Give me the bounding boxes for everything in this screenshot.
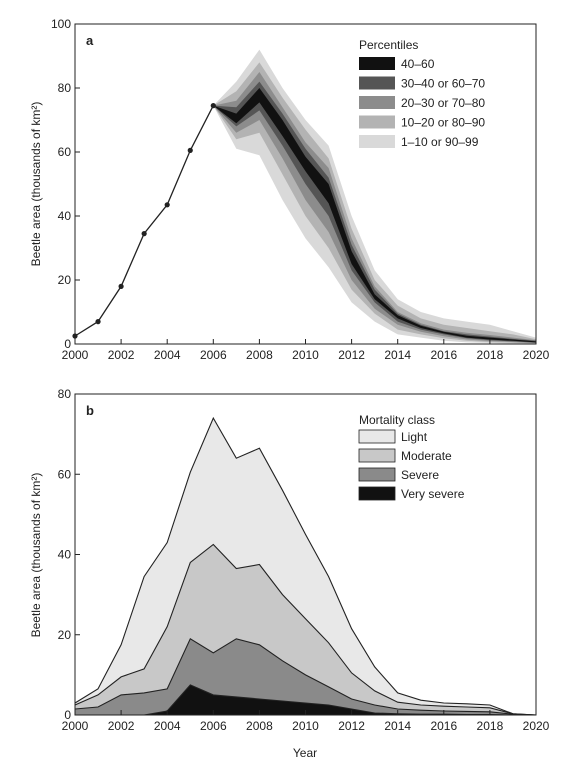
mortality-legend-label: Moderate bbox=[401, 449, 452, 463]
observed-point bbox=[210, 103, 216, 109]
panel-b-y-tick-label: 60 bbox=[58, 467, 72, 481]
observed-point bbox=[95, 319, 101, 325]
percentile-legend-swatch bbox=[359, 135, 395, 148]
panel-b: b 0 20 40 60 80 2000 2002 2004 2006 2008 2010 2012… bbox=[29, 387, 550, 760]
mortality-outline-moderate bbox=[74, 543, 537, 716]
percentile-legend-label: 40–60 bbox=[401, 57, 435, 71]
panel-a-x-tick-label: 2010 bbox=[292, 348, 319, 362]
mortality-legend-label: Light bbox=[401, 430, 428, 444]
percentile-legend-swatch bbox=[359, 57, 395, 70]
panel-b-y-tick-label: 20 bbox=[58, 628, 72, 642]
mortality-outline-severe bbox=[74, 638, 537, 716]
mortality-legend-label: Severe bbox=[401, 468, 439, 482]
panel-b-x-tick-label: 2002 bbox=[108, 719, 135, 733]
panel-a-x-tick-label: 2002 bbox=[108, 348, 135, 362]
percentile-legend-label: 10–20 or 80–90 bbox=[401, 116, 485, 130]
panel-a-legend-title: Percentiles bbox=[359, 38, 418, 52]
panel-a-x-tick-label: 2012 bbox=[338, 348, 365, 362]
observed-point bbox=[118, 283, 124, 289]
mortality-legend-swatch bbox=[358, 429, 396, 444]
panel-b-x-tick-label: 2010 bbox=[292, 719, 319, 733]
panel-b-x-axis-label: Year bbox=[293, 746, 317, 760]
percentile-legend-swatch bbox=[359, 115, 395, 129]
panel-a-letter: a bbox=[86, 33, 94, 48]
panel-b-y-tick-label: 40 bbox=[58, 548, 72, 562]
panel-a-legend: Percentiles 40–60 30–40 or 60–70 20–30 or … bbox=[359, 38, 485, 149]
panel-b-y-tick-label: 0 bbox=[64, 708, 71, 722]
observed-point bbox=[141, 231, 147, 237]
panel-b-x-tick-label: 2012 bbox=[338, 719, 365, 733]
panel-b-x-tick-label: 2018 bbox=[477, 719, 504, 733]
percentile-legend-label: 30–40 or 60–70 bbox=[401, 77, 485, 91]
panel-b-y-axis-label: Beetle area (thousands of km²) bbox=[29, 473, 43, 638]
panel-b-plot-area bbox=[74, 416, 537, 716]
panel-a-x-tick-label: 2004 bbox=[154, 348, 181, 362]
observed-point bbox=[164, 202, 170, 208]
mortality-legend-swatch bbox=[358, 467, 396, 482]
panel-b-legend-title: Mortality class bbox=[359, 413, 435, 427]
panel-a-x-tick-label: 2008 bbox=[246, 348, 273, 362]
mortality-outline-very-severe bbox=[75, 684, 536, 716]
observed-line bbox=[74, 105, 214, 337]
panel-b-legend: Mortality class Light Moderate Severe Very … bbox=[358, 413, 465, 501]
panel-b-x-tick-label: 2016 bbox=[430, 719, 457, 733]
panel-a-x-tick-label: 2006 bbox=[200, 348, 227, 362]
mortality-area-very-severe bbox=[75, 684, 536, 715]
panel-b-letter: b bbox=[86, 403, 94, 418]
panel-b-x-tick-label: 2014 bbox=[384, 719, 411, 733]
panel-a-y-tick-label: 100 bbox=[51, 17, 71, 31]
panel-a-y-tick-label: 40 bbox=[58, 209, 72, 223]
percentile-band-4 bbox=[213, 88, 537, 343]
panel-a-x-tick-label: 2018 bbox=[477, 348, 504, 362]
mortality-legend-swatch bbox=[358, 486, 396, 501]
panel-b-x-tick-label: 2008 bbox=[246, 719, 273, 733]
panel-a-y-tick-label: 60 bbox=[58, 145, 72, 159]
panel-a-x-tick-label: 2000 bbox=[62, 348, 89, 362]
panel-a-y-ticks: 0 20 40 60 80 100 bbox=[51, 17, 80, 351]
panel-b-x-tick-label: 2000 bbox=[62, 719, 89, 733]
panel-b-x-ticks: 2000 2002 2004 2006 2008 2010 2012 2014 2016 2018… bbox=[62, 710, 550, 733]
panel-a-y-tick-label: 20 bbox=[58, 273, 72, 287]
percentile-legend-label: 1–10 or 90–99 bbox=[401, 135, 479, 149]
panel-b-x-tick-label: 2006 bbox=[200, 719, 227, 733]
mortality-legend-label: Very severe bbox=[401, 487, 465, 501]
panel-b-y-tick-label: 80 bbox=[58, 387, 72, 401]
panel-a-x-tick-label: 2014 bbox=[384, 348, 411, 362]
mortality-legend-swatch bbox=[358, 448, 396, 463]
panel-a-y-tick-label: 80 bbox=[58, 81, 72, 95]
observed-point bbox=[187, 147, 193, 153]
panel-a-x-tick-label: 2016 bbox=[430, 348, 457, 362]
panel-a-y-tick-label: 0 bbox=[64, 337, 71, 351]
panel-b-y-ticks: 0 20 40 60 80 bbox=[58, 387, 80, 722]
panel-a-plot-area bbox=[72, 49, 537, 344]
panel-a-y-axis-label: Beetle area (thousands of km²) bbox=[29, 102, 43, 267]
panel-b-x-tick-label: 2020 bbox=[523, 719, 550, 733]
percentile-legend-label: 20–30 or 70–80 bbox=[401, 96, 485, 110]
percentile-legend-swatch bbox=[359, 96, 395, 109]
panel-a-x-ticks: 2000 2002 2004 2006 2008 2010 2012 2014 2016 2018… bbox=[62, 339, 550, 362]
mortality-outline-light bbox=[74, 416, 537, 716]
panel-b-x-tick-label: 2004 bbox=[154, 719, 181, 733]
panel-a-x-tick-label: 2020 bbox=[523, 348, 550, 362]
percentile-legend-swatch bbox=[359, 76, 395, 90]
